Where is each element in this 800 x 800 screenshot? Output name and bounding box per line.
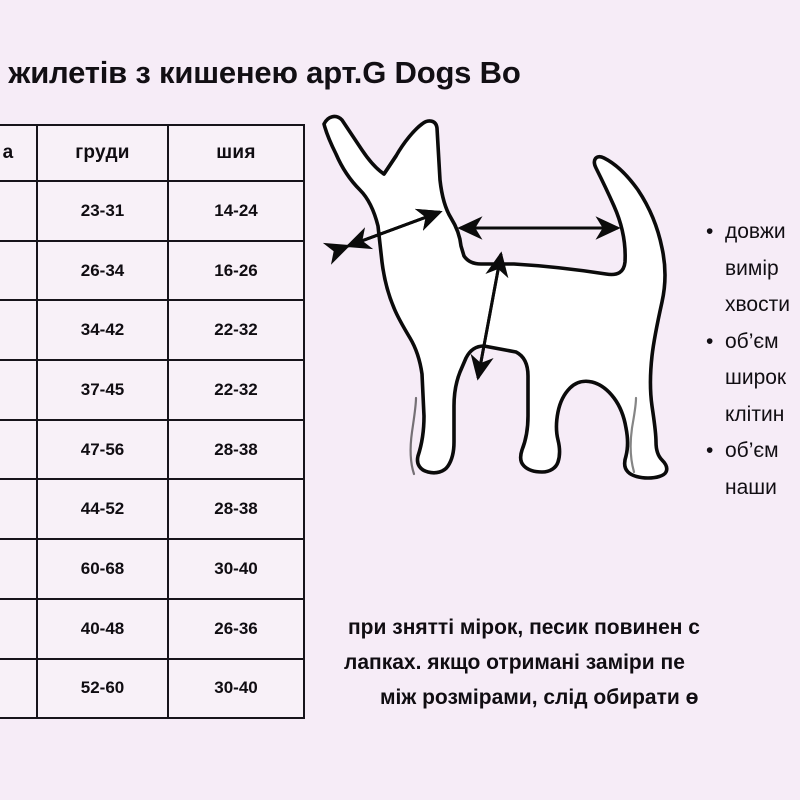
cell-chest: 26-34 (36, 239, 169, 302)
list-item-line: довжи (725, 220, 786, 243)
list-item: • довжи вимір хвости (702, 214, 800, 324)
cell-size (0, 299, 38, 362)
cell-neck: 16-26 (167, 239, 305, 302)
cell-neck: 22-32 (167, 299, 305, 362)
bullet-dot-icon: • (706, 220, 714, 243)
list-item-line: хвости (725, 293, 790, 316)
cell-neck: 28-38 (167, 478, 305, 541)
table-header-row: а груди шия (0, 124, 305, 182)
size-table: а груди шия 23-31 14-24 26-34 16-26 34-4… (0, 124, 305, 720)
bullet-dot-icon: • (706, 329, 714, 353)
column-header-1: груди (36, 124, 169, 182)
list-item-line: наши (725, 475, 777, 499)
cell-size (0, 478, 38, 541)
cell-chest: 34-42 (36, 299, 169, 362)
table-row: 60-68 30-40 (0, 538, 305, 600)
list-item-line: вимір (725, 256, 779, 280)
cell-neck: 26-36 (167, 597, 305, 660)
table-row: 26-34 16-26 (0, 239, 305, 302)
measuring-instructions-note: при знятті мірок, песик повинен с лапках… (330, 610, 800, 715)
list-item-line: об’єм (725, 439, 779, 462)
table-row: 52-60 30-40 (0, 657, 305, 720)
dog-hind-leg-divider (629, 396, 638, 474)
column-header-0: а (0, 124, 38, 182)
list-item-line: клітин (725, 402, 785, 426)
dog-illustration (318, 106, 718, 546)
cell-chest: 52-60 (36, 657, 169, 720)
dog-body-outline (322, 114, 669, 480)
cell-neck: 22-32 (167, 359, 305, 421)
cell-chest: 44-52 (36, 478, 169, 541)
note-line: між розмірами, слід обирати ө (380, 686, 699, 709)
cell-size (0, 239, 38, 302)
cell-neck: 30-40 (167, 538, 305, 600)
cell-chest: 40-48 (36, 597, 169, 660)
chest-girth-arrow-head-down (470, 253, 503, 381)
cell-neck: 30-40 (167, 657, 305, 720)
cell-neck: 14-24 (167, 180, 305, 242)
cell-size (0, 359, 38, 421)
table-row: 44-52 28-38 (0, 478, 305, 541)
page-title: іри жилетів з кишенею арт.G Dogs Bo (0, 55, 521, 90)
dog-front-leg-divider (409, 396, 418, 476)
table-row: 47-56 28-38 (0, 418, 305, 481)
cell-chest: 23-31 (36, 180, 169, 242)
measurement-bullet-list: • довжи вимір хвости • об’єм широк кліти… (702, 214, 800, 506)
cell-size (0, 597, 38, 660)
list-item-line: об’єм (725, 329, 779, 353)
cell-size (0, 180, 38, 242)
bullet-dot-icon: • (706, 439, 714, 462)
cell-size (0, 418, 38, 481)
cell-chest: 60-68 (36, 538, 169, 600)
neck-girth-arrow-head-b (347, 208, 443, 248)
list-item: • об’єм наши (702, 433, 800, 506)
table-row: 23-31 14-24 (0, 180, 305, 242)
cell-neck: 28-38 (167, 418, 305, 481)
cell-size (0, 538, 38, 600)
note-line: при знятті мірок, песик повинен с (348, 616, 700, 639)
cell-chest: 37-45 (36, 359, 169, 421)
cell-size (0, 657, 38, 720)
column-header-2: шия (167, 124, 305, 182)
table-row: 40-48 26-36 (0, 597, 305, 660)
list-item-line: широк (725, 366, 787, 389)
table-row: 34-42 22-32 (0, 299, 305, 362)
table-row: 37-45 22-32 (0, 359, 305, 421)
list-item: • об’єм широк клітин (702, 324, 800, 434)
dog-ear-inner-left (382, 154, 398, 176)
cell-chest: 47-56 (36, 418, 169, 481)
note-line: лапках. якщо отримані заміри пе (344, 651, 685, 674)
